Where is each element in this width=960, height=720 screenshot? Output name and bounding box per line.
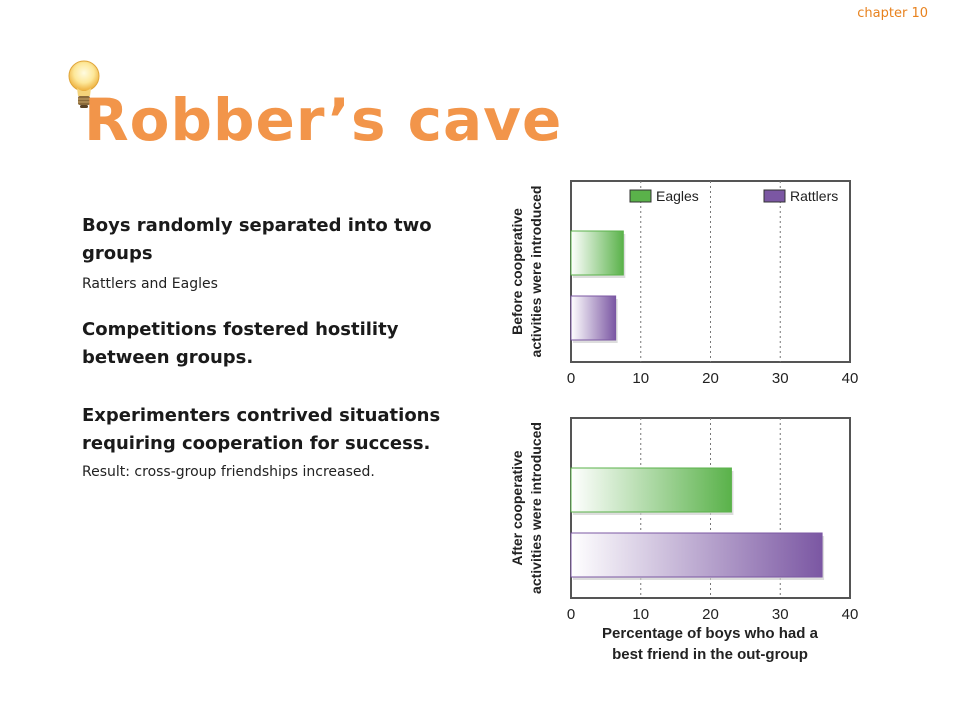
- bar-eagles: [570, 467, 732, 513]
- panel-label: activities were introduced: [528, 422, 544, 594]
- x-tick-label: 0: [567, 606, 575, 623]
- bullet-3-sub: Result: cross-group friendships increase…: [82, 464, 375, 480]
- x-tick-label: 20: [702, 606, 719, 623]
- legend-label-rattlers: Rattlers: [790, 188, 838, 204]
- slide-title: Robber’s cave: [84, 86, 563, 154]
- panel-label: After cooperative: [509, 450, 525, 565]
- bar-eagles: [570, 230, 624, 276]
- x-tick-label: 30: [772, 370, 789, 387]
- x-axis-title: Percentage of boys who had a: [602, 625, 819, 642]
- bar-rattlers: [570, 295, 617, 341]
- x-tick-label: 30: [772, 606, 789, 623]
- x-tick-label: 40: [842, 606, 859, 623]
- bullet-3: Experimenters contrived situations requi…: [82, 405, 441, 454]
- x-tick-label: 20: [702, 370, 719, 387]
- panel-label: Before cooperative: [509, 208, 525, 335]
- legend-swatch-rattlers: [763, 189, 786, 203]
- x-tick-label: 10: [632, 370, 649, 387]
- bullet-1: Boys randomly separated into two groups: [82, 215, 432, 264]
- chapter-label: chapter 10: [857, 6, 928, 21]
- bar-rattlers: [570, 532, 823, 578]
- x-tick-label: 0: [567, 370, 575, 387]
- bullet-2: Competitions fostered hostility between …: [82, 319, 399, 368]
- panel-label: activities were introduced: [528, 186, 544, 358]
- legend-swatch-eagles: [629, 189, 652, 203]
- legend-label-eagles: Eagles: [656, 188, 699, 204]
- x-axis-title: best friend in the out-group: [612, 646, 808, 663]
- lightbulb-icon: [68, 60, 100, 108]
- x-tick-label: 40: [842, 370, 859, 387]
- bullet-1-sub: Rattlers and Eagles: [82, 276, 218, 292]
- x-tick-label: 10: [632, 606, 649, 623]
